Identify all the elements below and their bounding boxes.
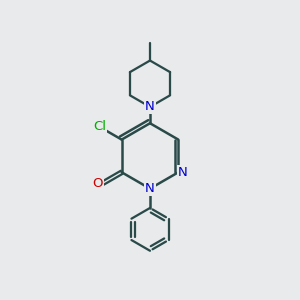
Text: N: N: [178, 166, 188, 179]
Text: N: N: [145, 182, 155, 195]
Text: N: N: [145, 100, 155, 113]
Text: O: O: [93, 177, 103, 190]
Text: Cl: Cl: [93, 121, 106, 134]
